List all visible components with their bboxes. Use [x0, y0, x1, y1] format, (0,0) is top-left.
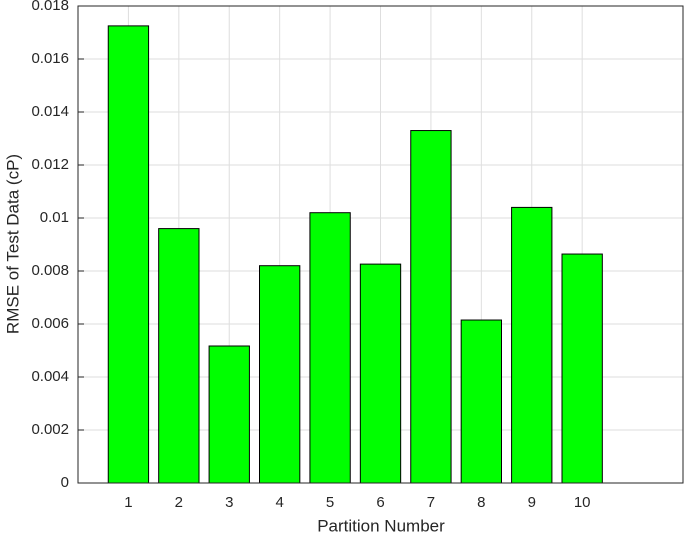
x-tick-label: 6 — [376, 494, 384, 511]
x-tick-label: 8 — [477, 494, 485, 511]
y-tick-label: 0.01 — [40, 209, 69, 226]
bar — [460, 319, 502, 484]
bar — [309, 212, 351, 484]
y-tick-label: 0.008 — [31, 262, 69, 279]
y-tick-label: 0.004 — [31, 368, 69, 385]
y-tick-label: 0.012 — [31, 156, 69, 173]
x-axis-label: Partition Number — [317, 516, 445, 535]
y-tick-label: 0.014 — [31, 103, 69, 120]
x-tick-label: 7 — [427, 494, 435, 511]
bar — [259, 265, 301, 484]
y-axis-label: RMSE of Test Data (cP) — [3, 154, 22, 334]
x-tick-label: 2 — [175, 494, 183, 511]
y-tick-label: 0.006 — [31, 315, 69, 332]
bar — [359, 263, 402, 484]
bar — [158, 228, 200, 484]
y-tick-label: 0 — [61, 474, 69, 491]
bar — [561, 253, 603, 484]
y-tick-label: 0.002 — [31, 421, 69, 438]
x-tick-label: 4 — [275, 494, 283, 511]
bar — [208, 345, 250, 484]
x-tick-label: 9 — [528, 494, 536, 511]
x-tick-label: 1 — [124, 494, 132, 511]
x-tick-label: 10 — [574, 494, 591, 511]
bar — [107, 25, 150, 484]
bar — [410, 130, 452, 484]
axes-box — [77, 5, 684, 484]
x-tick-label: 5 — [326, 494, 334, 511]
y-tick-label: 0.018 — [31, 0, 69, 14]
bar — [511, 206, 553, 484]
x-tick-label: 3 — [225, 494, 233, 511]
y-tick-label: 0.016 — [31, 50, 69, 67]
